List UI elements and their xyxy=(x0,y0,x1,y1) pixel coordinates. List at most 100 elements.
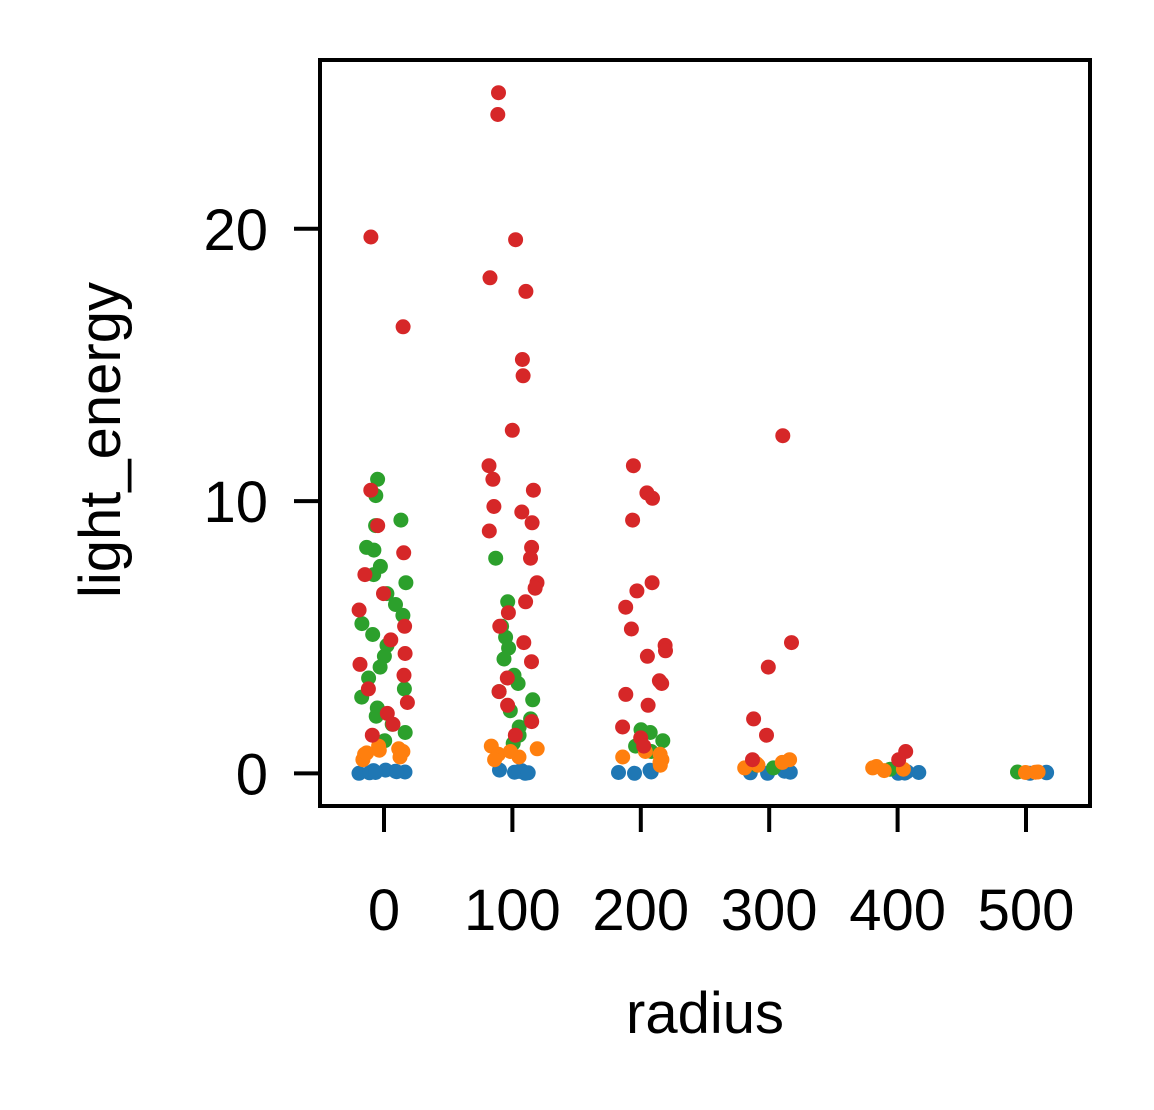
data-point xyxy=(645,490,660,506)
data-point xyxy=(504,422,520,438)
data-point xyxy=(366,542,382,558)
data-point xyxy=(395,319,411,335)
data-point xyxy=(774,754,790,770)
data-point xyxy=(611,765,626,780)
data-point xyxy=(652,757,668,773)
data-point xyxy=(615,749,631,765)
data-point xyxy=(636,738,652,754)
data-point xyxy=(361,670,377,686)
data-point xyxy=(486,499,502,514)
data-point xyxy=(524,515,540,531)
data-point xyxy=(524,654,539,670)
x-tick-label: 400 xyxy=(849,878,946,943)
data-point xyxy=(491,85,506,101)
data-point xyxy=(481,523,497,539)
data-point xyxy=(396,681,412,697)
data-point xyxy=(363,229,379,245)
data-point xyxy=(759,727,774,743)
data-point xyxy=(389,764,405,780)
x-tick-label: 300 xyxy=(721,878,818,943)
data-point xyxy=(359,745,375,761)
data-point xyxy=(515,368,531,384)
data-point xyxy=(623,621,639,637)
data-point xyxy=(397,725,413,740)
data-point xyxy=(393,512,409,528)
data-point xyxy=(481,458,497,474)
data-point xyxy=(388,597,403,612)
data-point xyxy=(482,270,498,286)
data-point xyxy=(775,428,791,444)
data-point xyxy=(615,719,631,735)
data-point xyxy=(496,651,512,667)
data-point xyxy=(524,714,540,730)
x-tick-label: 0 xyxy=(368,878,400,943)
data-point xyxy=(529,741,545,757)
data-point xyxy=(1027,764,1043,780)
data-point xyxy=(354,616,370,632)
data-point xyxy=(357,567,373,583)
data-point xyxy=(363,482,379,498)
data-point xyxy=(746,711,762,727)
data-point xyxy=(487,752,503,768)
x-tick-label: 100 xyxy=(464,878,561,943)
data-point xyxy=(351,602,367,618)
data-point xyxy=(376,586,391,602)
data-point xyxy=(372,659,388,675)
data-point xyxy=(385,716,401,732)
data-point xyxy=(485,471,501,487)
data-point xyxy=(644,575,660,591)
data-point xyxy=(518,283,534,299)
x-tick-label: 200 xyxy=(592,878,689,943)
data-point xyxy=(655,733,671,749)
data-point xyxy=(490,107,506,122)
data-point xyxy=(514,352,530,367)
x-axis-label: radius xyxy=(626,981,784,1046)
data-point xyxy=(371,742,387,758)
data-point xyxy=(383,632,399,648)
data-point xyxy=(865,760,881,776)
data-point xyxy=(654,676,670,691)
data-point xyxy=(516,635,532,651)
data-point xyxy=(397,646,413,661)
data-point xyxy=(520,765,536,781)
data-point xyxy=(392,749,408,765)
data-point xyxy=(627,765,642,781)
data-point xyxy=(508,232,524,248)
data-point xyxy=(500,594,516,610)
data-point xyxy=(784,635,799,651)
data-point xyxy=(514,504,530,520)
data-point xyxy=(360,681,376,697)
data-point xyxy=(891,752,907,768)
data-point xyxy=(524,539,540,555)
data-point xyxy=(398,575,414,591)
points-layer xyxy=(351,85,1055,781)
data-point xyxy=(370,471,386,487)
data-point xyxy=(370,518,386,534)
x-axis: 0 100 200 300 400 500 xyxy=(368,806,1075,943)
data-point xyxy=(500,605,516,621)
x-tick-label: 500 xyxy=(978,878,1075,943)
y-tick-label: 20 xyxy=(203,198,268,263)
data-point xyxy=(760,659,776,675)
plot-frame xyxy=(318,58,1092,808)
data-point xyxy=(507,727,523,743)
data-point xyxy=(652,746,668,762)
data-point xyxy=(396,545,412,561)
data-point xyxy=(876,763,892,779)
data-point xyxy=(527,580,543,596)
data-point xyxy=(399,695,415,710)
data-point xyxy=(396,667,412,683)
data-point xyxy=(397,618,413,634)
y-tick-label: 0 xyxy=(236,742,268,807)
data-point xyxy=(640,697,656,713)
data-point xyxy=(368,765,383,780)
data-point xyxy=(625,512,641,528)
data-point xyxy=(639,648,655,664)
y-axis-label: light_energy xyxy=(68,282,133,598)
data-point xyxy=(499,670,515,686)
data-point xyxy=(491,684,507,700)
y-tick-label: 10 xyxy=(203,470,268,535)
y-axis: 0 10 20 xyxy=(203,198,320,807)
